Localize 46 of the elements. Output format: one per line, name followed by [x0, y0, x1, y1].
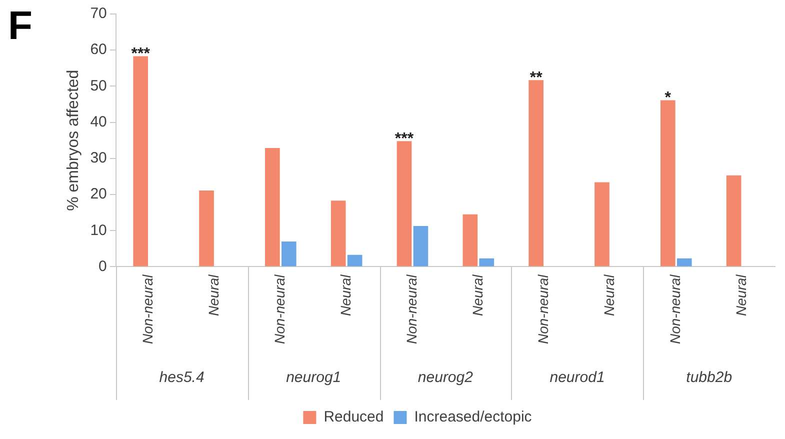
chart-title: F — [8, 4, 32, 48]
x-tick-label: Neural — [469, 274, 486, 316]
x-tick-label: Non-neural — [535, 274, 552, 344]
y-tick-label: 70 — [90, 5, 107, 22]
text: neurog1 — [286, 369, 342, 386]
legend-label: Reduced — [324, 408, 384, 426]
bar — [479, 258, 494, 266]
bar — [528, 80, 544, 266]
bar — [133, 56, 148, 266]
text: hes5.4 — [159, 369, 204, 386]
bar — [726, 175, 742, 266]
y-tick-label: 60 — [90, 41, 107, 58]
bar — [676, 258, 692, 266]
y-axis-title: % embryos affected — [65, 70, 82, 211]
x-tick-label: Non-neural — [272, 274, 288, 344]
bar — [396, 141, 412, 266]
bar — [347, 254, 362, 266]
x-tick-label: Neural — [337, 274, 354, 316]
bar — [462, 214, 478, 266]
text: neurod1 — [550, 369, 605, 386]
bar — [199, 190, 214, 266]
text: tubb2b — [686, 369, 732, 386]
x-tick-label: Non-neural — [403, 274, 420, 344]
bar — [281, 241, 296, 266]
y-tick-label: 0 — [98, 258, 107, 275]
bar — [594, 182, 610, 266]
y-tick-label: 40 — [90, 113, 107, 130]
text: neurog2 — [418, 369, 474, 386]
y-tick-label: 50 — [90, 77, 107, 94]
x-tick-label: Neural — [206, 274, 222, 316]
bar — [413, 226, 428, 266]
y-tick-label: 20 — [90, 186, 107, 203]
y-tick-label: 10 — [90, 222, 107, 239]
x-tick-label: Non-neural — [667, 274, 684, 344]
legend-label: Increased/ectopic — [414, 408, 532, 426]
y-tick-label: 30 — [90, 150, 107, 167]
x-tick-label: Neural — [732, 274, 749, 316]
bar — [660, 100, 676, 266]
bar — [265, 148, 280, 266]
data-label: *** — [394, 130, 414, 148]
data-label: ** — [530, 69, 544, 86]
bar — [330, 200, 346, 266]
x-tick-label: Neural — [601, 274, 618, 316]
x-tick-label: Non-neural — [140, 274, 156, 344]
data-label: *** — [131, 46, 151, 63]
data-label: * — [664, 90, 672, 107]
